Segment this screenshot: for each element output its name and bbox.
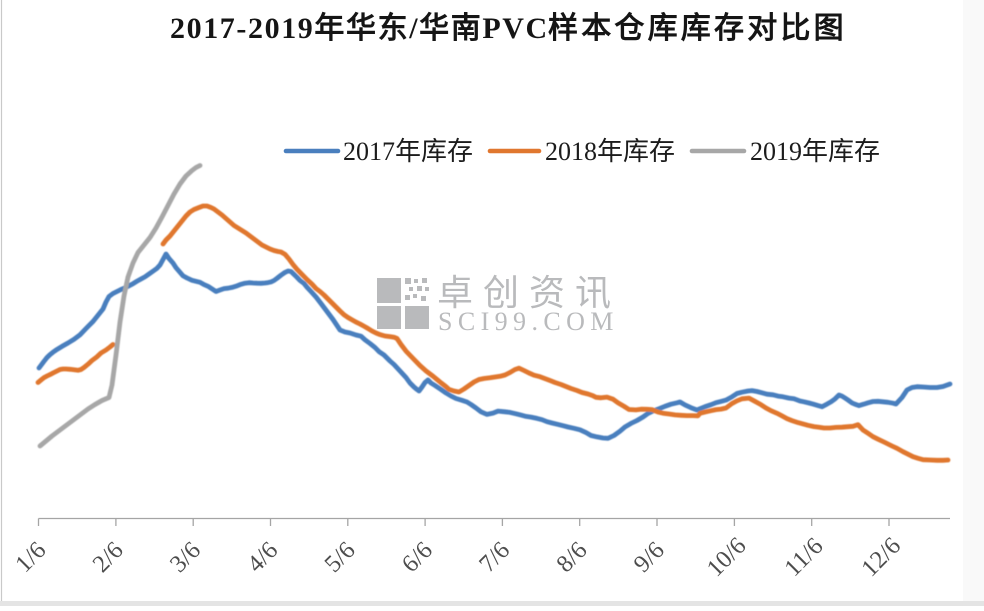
svg-text:2017-2019年华东/华南PVC: 2017-2019年华东/华南PVC xyxy=(170,11,549,45)
svg-text:卓创资讯: 卓创资讯 xyxy=(437,272,621,313)
svg-text:2019年库存: 2019年库存 xyxy=(750,137,880,166)
svg-text:SCI99.COM: SCI99.COM xyxy=(438,307,619,336)
svg-text:2017年库存: 2017年库存 xyxy=(343,137,473,166)
svg-text:2018年库存: 2018年库存 xyxy=(545,137,675,166)
svg-text:样本仓库库存对比图: 样本仓库库存对比图 xyxy=(548,12,847,45)
